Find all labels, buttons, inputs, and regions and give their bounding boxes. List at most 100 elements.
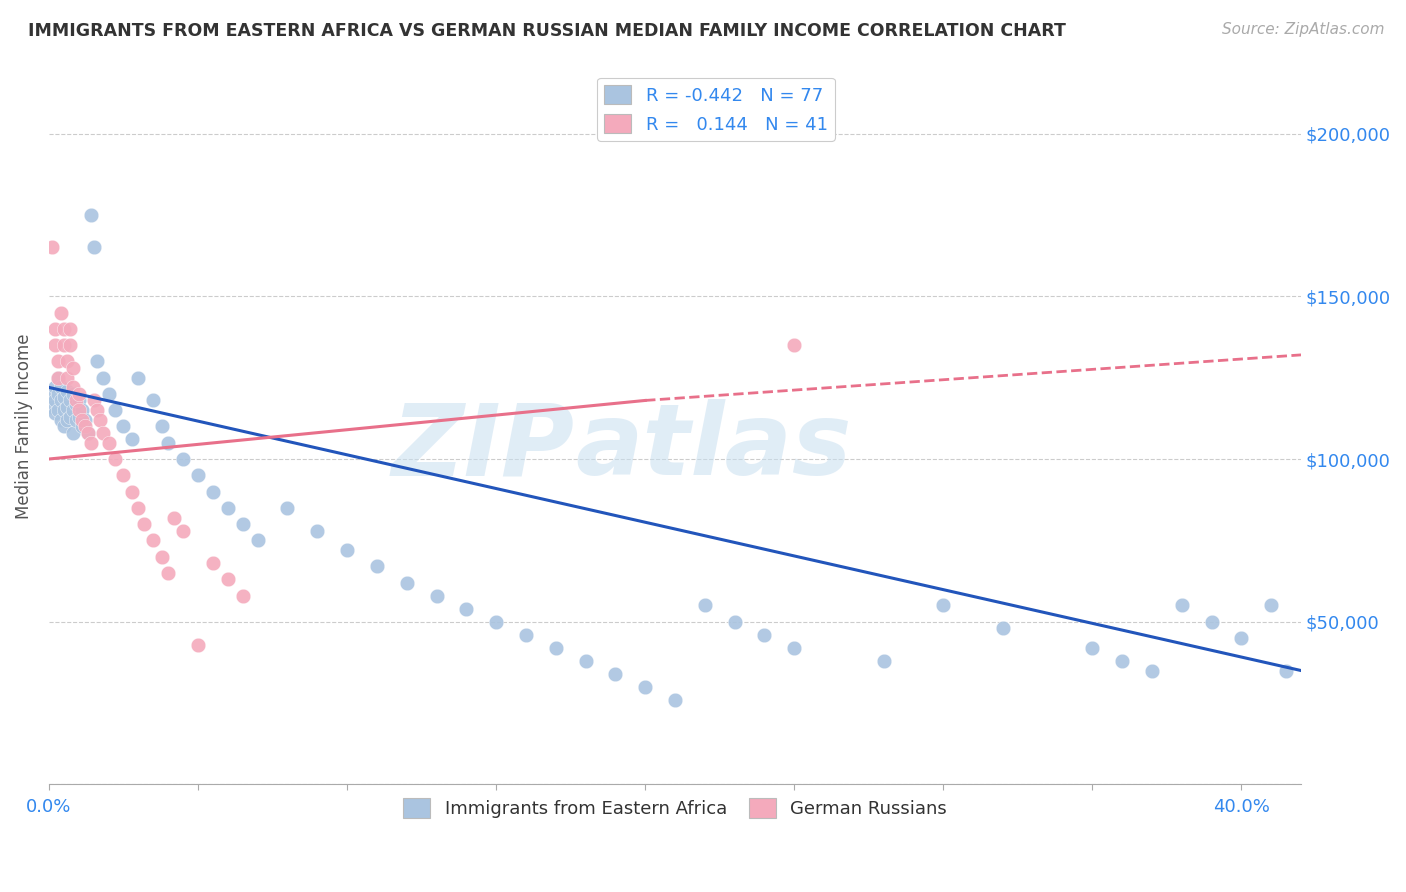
Point <box>172 452 194 467</box>
Point <box>232 517 254 532</box>
Point <box>1230 631 1253 645</box>
Point <box>46 370 69 384</box>
Point <box>932 599 955 613</box>
Point <box>73 413 96 427</box>
Point <box>76 425 98 440</box>
Point <box>76 425 98 440</box>
Point <box>754 628 776 642</box>
Point <box>44 380 66 394</box>
Text: Source: ZipAtlas.com: Source: ZipAtlas.com <box>1222 22 1385 37</box>
Point <box>80 435 103 450</box>
Point <box>62 403 84 417</box>
Point <box>49 413 72 427</box>
Point <box>52 419 75 434</box>
Point <box>872 654 894 668</box>
Point <box>112 419 135 434</box>
Point <box>44 338 66 352</box>
Point <box>62 425 84 440</box>
Point <box>693 599 716 613</box>
Point <box>70 419 93 434</box>
Point <box>70 403 93 417</box>
Point <box>46 403 69 417</box>
Point <box>157 435 180 450</box>
Legend: Immigrants from Eastern Africa, German Russians: Immigrants from Eastern Africa, German R… <box>396 791 955 825</box>
Point <box>97 435 120 450</box>
Text: atlas: atlas <box>575 400 851 497</box>
Point <box>41 387 63 401</box>
Point <box>150 549 173 564</box>
Point <box>83 240 105 254</box>
Point <box>44 322 66 336</box>
Point <box>134 517 156 532</box>
Point <box>634 680 657 694</box>
Point <box>217 500 239 515</box>
Point <box>91 370 114 384</box>
Point <box>157 566 180 580</box>
Point <box>46 354 69 368</box>
Point <box>46 370 69 384</box>
Point <box>56 413 79 427</box>
Point <box>395 575 418 590</box>
Point <box>56 384 79 398</box>
Point <box>59 338 82 352</box>
Point <box>62 387 84 401</box>
Point <box>150 419 173 434</box>
Point <box>307 524 329 538</box>
Point <box>44 407 66 421</box>
Point <box>1275 664 1298 678</box>
Point <box>73 419 96 434</box>
Point <box>201 484 224 499</box>
Point <box>121 484 143 499</box>
Point <box>121 433 143 447</box>
Point <box>127 370 149 384</box>
Point <box>62 380 84 394</box>
Point <box>65 393 87 408</box>
Point <box>187 638 209 652</box>
Point <box>1201 615 1223 629</box>
Point <box>605 666 627 681</box>
Point <box>59 409 82 424</box>
Point <box>1140 664 1163 678</box>
Text: IMMIGRANTS FROM EASTERN AFRICA VS GERMAN RUSSIAN MEDIAN FAMILY INCOME CORRELATIO: IMMIGRANTS FROM EASTERN AFRICA VS GERMAN… <box>28 22 1066 40</box>
Point <box>1111 654 1133 668</box>
Point <box>52 322 75 336</box>
Point <box>103 452 125 467</box>
Point <box>723 615 745 629</box>
Point <box>783 338 806 352</box>
Point <box>49 305 72 319</box>
Point <box>336 543 359 558</box>
Point <box>59 322 82 336</box>
Point <box>217 573 239 587</box>
Point <box>163 510 186 524</box>
Point <box>142 533 165 548</box>
Point <box>366 559 388 574</box>
Point <box>49 393 72 408</box>
Point <box>41 400 63 414</box>
Point <box>187 468 209 483</box>
Point <box>1081 640 1104 655</box>
Point <box>246 533 269 548</box>
Point <box>67 387 90 401</box>
Point <box>44 393 66 408</box>
Point <box>56 370 79 384</box>
Point <box>103 403 125 417</box>
Point <box>52 338 75 352</box>
Point <box>664 693 686 707</box>
Point <box>56 354 79 368</box>
Point <box>67 409 90 424</box>
Point <box>52 403 75 417</box>
Point <box>112 468 135 483</box>
Point <box>172 524 194 538</box>
Point <box>544 640 567 655</box>
Point <box>70 413 93 427</box>
Point <box>91 425 114 440</box>
Point <box>86 354 108 368</box>
Point <box>86 403 108 417</box>
Point <box>515 628 537 642</box>
Point <box>276 500 298 515</box>
Point <box>41 240 63 254</box>
Point <box>127 500 149 515</box>
Point <box>89 413 111 427</box>
Point <box>425 589 447 603</box>
Point <box>59 393 82 408</box>
